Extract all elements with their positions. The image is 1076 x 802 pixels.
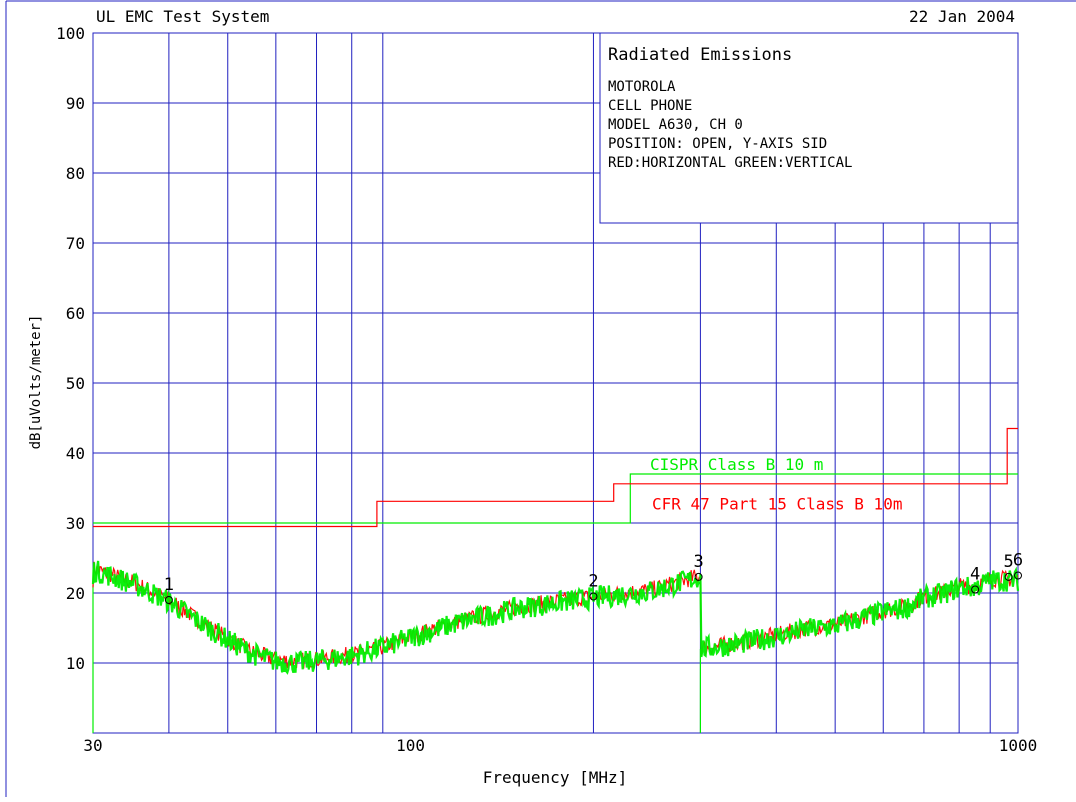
info-line-4: POSITION: OPEN, Y-AXIS SID	[608, 136, 827, 152]
y-tick-label-50: 50	[66, 374, 85, 393]
y-axis-label: dB[uVolts/meter]	[28, 315, 44, 450]
y-tick-label-100: 100	[56, 24, 85, 43]
report-date: 22 Jan 2004	[909, 7, 1015, 26]
x-tick-label-30: 30	[83, 736, 102, 755]
marker-point-4	[971, 585, 980, 594]
limit-label-cfr: CFR 47 Part 15 Class B 10m	[652, 494, 902, 513]
grid: 10 20 30 40 50 60 70 80 90 100 30 100 1000	[56, 24, 1037, 755]
system-name: UL EMC Test System	[96, 7, 269, 26]
marker-label-5: 5	[1003, 552, 1013, 572]
x-tick-label-1000: 1000	[999, 736, 1038, 755]
y-tick-label-20: 20	[66, 584, 85, 603]
y-tick-label-60: 60	[66, 304, 85, 323]
limit-line-2	[93, 427, 1018, 528]
x-axis-label: Frequency [MHz]	[483, 768, 628, 787]
y-tick-label-30: 30	[66, 514, 85, 533]
trace-vertical-seg-2	[699, 566, 1020, 658]
marker-label-6: 6	[1013, 551, 1023, 571]
x-tick-label-100: 100	[396, 736, 425, 755]
marker-point-3	[694, 572, 703, 581]
info-line-1: MOTOROLA	[608, 79, 676, 95]
limit-labels: CISPR Class B 10 m CFR 47 Part 15 Class B…	[650, 455, 902, 513]
info-line-3: MODEL A630, CH 0	[608, 117, 743, 133]
trace-vertical-seg-1	[91, 560, 701, 675]
marker-point-2	[589, 592, 598, 601]
marker-label-3: 3	[694, 552, 704, 572]
marker-point-6	[1014, 571, 1022, 580]
y-tick-label-90: 90	[66, 94, 85, 113]
marker-point-5	[1004, 572, 1013, 581]
info-box-title: Radiated Emissions	[608, 45, 792, 65]
axis-labels: Frequency [MHz] dB[uVolts/meter]	[28, 315, 627, 787]
limit-lines	[93, 427, 1018, 528]
y-tick-label-70: 70	[66, 234, 85, 253]
marker-point-1	[164, 596, 173, 604]
y-tick-label-80: 80	[66, 164, 85, 183]
peak-markers: 1 2 3 4 5 6	[164, 551, 1023, 604]
y-tick-label-10: 10	[66, 654, 85, 673]
limit-line-1	[93, 473, 1018, 524]
y-tick-label-40: 40	[66, 444, 85, 463]
info-line-5: RED:HORIZONTAL GREEN:VERTICAL	[608, 155, 852, 171]
marker-label-2: 2	[588, 572, 598, 592]
info-box-frame	[599, 32, 1019, 224]
marker-label-4: 4	[970, 565, 980, 585]
marker-label-1: 1	[164, 575, 174, 595]
emission-traces	[91, 560, 1020, 733]
info-box: Radiated Emissions MOTOROLA CELL PHONE M…	[599, 32, 1019, 224]
limit-label-cispr: CISPR Class B 10 m	[650, 455, 823, 474]
info-line-2: CELL PHONE	[608, 98, 692, 114]
